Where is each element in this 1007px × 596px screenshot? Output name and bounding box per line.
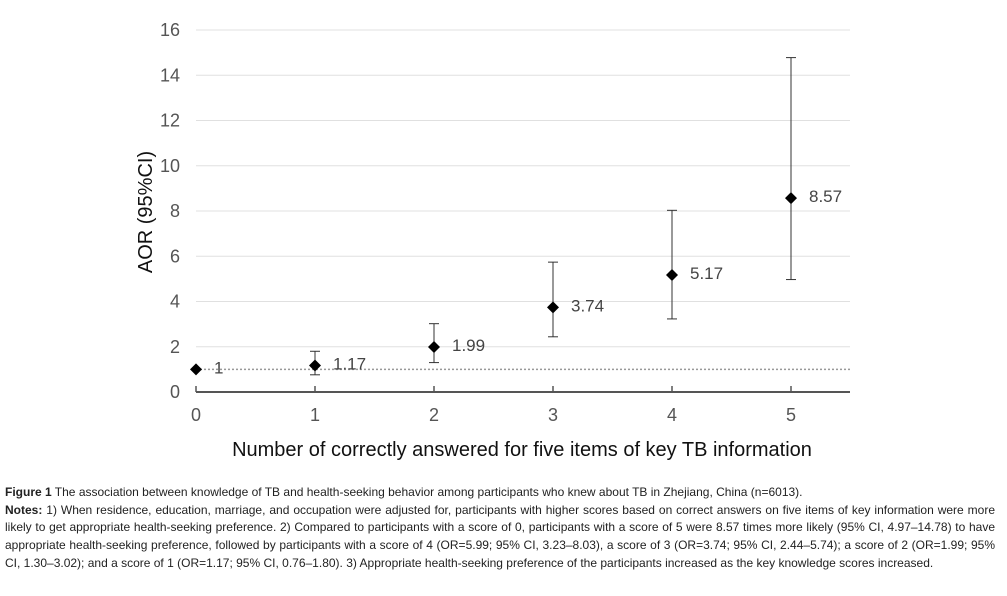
figure-title: Figure 1 The association between knowled… [5,484,995,502]
y-tick-label: 6 [170,246,180,266]
y-axis-title: AOR (95%CI) [135,151,157,273]
notes-label: Notes: [5,502,43,517]
data-label: 5.17 [690,264,723,283]
x-tick-label: 4 [667,405,677,425]
data-point [785,192,797,205]
y-tick-label: 12 [160,111,180,131]
figure-caption: Figure 1 The association between knowled… [5,484,995,573]
notes-text: 1) When residence, education, marriage, … [5,502,995,570]
data-point [309,359,321,372]
y-tick-label: 4 [170,292,180,312]
figure-text: The association between knowledge of TB … [51,485,803,499]
y-tick-label: 14 [160,65,180,85]
figure-notes: Notes: 1) When residence, education, mar… [5,502,995,573]
data-point [547,301,559,314]
data-point [428,340,440,353]
y-tick-label: 2 [170,337,180,357]
data-point [190,363,202,376]
data-label: 3.74 [571,296,604,315]
x-tick-label: 5 [786,405,796,425]
y-tick-label: 8 [170,201,180,221]
data-label: 1.99 [452,336,485,355]
x-tick-label: 3 [548,405,558,425]
figure-label: Figure 1 [5,485,52,499]
data-label: 1 [214,358,223,377]
x-axis-title: Number of correctly answered for five it… [232,439,812,461]
y-tick-label: 0 [170,382,180,402]
y-tick-label: 16 [160,20,180,40]
y-tick-label: 10 [160,156,180,176]
data-point [666,269,678,282]
x-tick-label: 1 [310,405,320,425]
data-label: 8.57 [809,187,842,206]
x-tick-label: 0 [191,405,201,425]
data-label: 1.17 [333,355,366,374]
x-tick-label: 2 [429,405,439,425]
